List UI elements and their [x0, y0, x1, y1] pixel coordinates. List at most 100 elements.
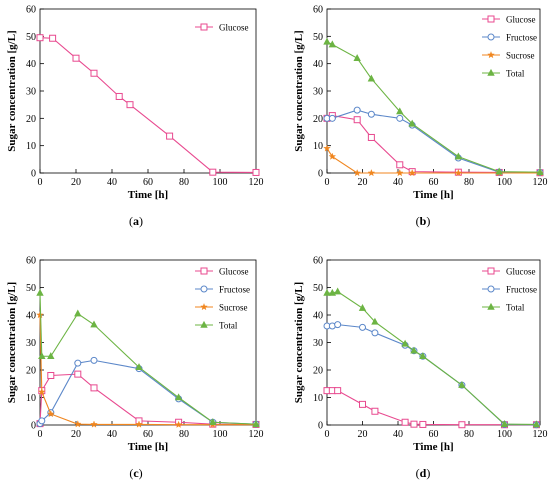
legend-label: Fructose	[506, 285, 537, 295]
data-point	[454, 152, 463, 160]
y-tick-label: 50	[313, 283, 323, 294]
x-tick-label: 40	[393, 177, 403, 188]
series-total	[36, 288, 260, 427]
legend-label: Total	[219, 321, 238, 331]
legend-label: Glucose	[506, 267, 536, 277]
chart-panel-3: 0 10 20 30 40 50 60 0 20 40 60 80 100 120 Time [h] Suga…	[6, 256, 264, 481]
x-tick-label: 100	[213, 177, 228, 188]
x-tick-label: 20	[358, 429, 368, 440]
legend-label: Total	[506, 303, 525, 313]
data-point	[359, 400, 366, 408]
y-axis-label: Sugar concentration [g/L]	[293, 30, 305, 151]
series-fructose	[323, 321, 540, 429]
legend-label: Fructose	[506, 33, 537, 43]
data-point	[209, 168, 217, 176]
legend-marker	[200, 320, 208, 328]
legend-label: Glucose	[506, 15, 536, 25]
x-tick-label: 0	[325, 177, 330, 188]
y-tick-label: 0	[318, 169, 323, 180]
data-point	[458, 421, 466, 429]
x-tick-label: 100	[213, 429, 228, 440]
legend-marker	[200, 285, 208, 293]
x-tick-label: 0	[38, 429, 43, 440]
legend-label: Fructose	[219, 285, 250, 295]
data-point	[367, 110, 375, 118]
y-tick-label: 0	[31, 421, 36, 432]
data-point	[38, 352, 46, 360]
legend-label: Glucose	[219, 23, 249, 33]
x-tick-label: 40	[393, 429, 403, 440]
data-point	[90, 356, 98, 364]
y-tick-label: 10	[26, 141, 36, 152]
series-line	[39, 292, 257, 425]
y-tick-label: 50	[26, 283, 36, 294]
y-tick-label: 60	[26, 256, 36, 267]
y-tick-label: 10	[26, 393, 36, 404]
data-point	[333, 287, 342, 295]
x-axis-label: Time [h]	[128, 189, 168, 201]
data-point	[408, 119, 416, 127]
x-tick-label: 20	[71, 177, 81, 188]
data-point	[495, 167, 503, 175]
legend-label: Glucose	[219, 267, 249, 277]
data-point	[532, 420, 541, 428]
data-point	[396, 114, 404, 122]
series-fructose	[36, 356, 260, 428]
series-total	[323, 287, 541, 428]
data-point	[174, 420, 183, 428]
x-tick-label: 120	[249, 429, 264, 440]
y-tick-label: 20	[313, 366, 323, 377]
y-axis-label: Sugar concentration [g/L]	[6, 30, 18, 151]
x-tick-label: 0	[325, 429, 330, 440]
data-point	[371, 407, 379, 415]
y-tick-label: 40	[313, 311, 323, 322]
panel-label: (c)	[129, 466, 142, 480]
data-point	[500, 420, 509, 427]
data-point	[323, 37, 331, 45]
data-point	[396, 161, 404, 169]
legend-marker	[487, 68, 495, 76]
y-tick-label: 20	[313, 114, 323, 125]
data-point	[90, 69, 98, 77]
data-point	[72, 54, 80, 62]
y-axis-label: Sugar concentration [g/L]	[293, 282, 305, 403]
legend-marker	[487, 51, 495, 59]
x-axis-label: Time [h]	[413, 441, 453, 453]
data-point	[353, 116, 361, 124]
panel-label: (a)	[129, 214, 143, 228]
y-tick-label: 30	[26, 338, 36, 349]
data-point	[328, 114, 336, 122]
data-point	[209, 418, 217, 426]
data-point	[359, 323, 366, 331]
y-tick-label: 60	[313, 256, 323, 267]
series-line	[327, 324, 537, 426]
data-point	[328, 152, 337, 160]
data-point	[401, 339, 409, 347]
data-point	[166, 132, 174, 140]
series-glucose	[323, 387, 540, 429]
x-tick-label: 40	[107, 429, 117, 440]
data-point	[536, 168, 544, 175]
data-point	[454, 169, 463, 177]
x-tick-label: 100	[497, 429, 512, 440]
legend-marker	[200, 303, 208, 311]
y-tick-label: 30	[313, 338, 323, 349]
data-point	[38, 388, 46, 396]
data-point	[36, 34, 44, 42]
data-point	[135, 420, 143, 428]
series-line	[327, 390, 537, 426]
legend: Glucose Fructose Sucrose Total	[482, 15, 537, 79]
data-point	[353, 54, 361, 62]
x-tick-label: 20	[71, 429, 81, 440]
x-tick-label: 120	[533, 177, 548, 188]
y-tick-label: 50	[26, 32, 36, 43]
x-tick-label: 0	[38, 177, 43, 188]
data-point	[90, 420, 98, 428]
y-tick-label: 30	[26, 87, 36, 98]
plot-frame	[39, 8, 257, 174]
x-tick-label: 120	[249, 177, 264, 188]
series-line	[326, 41, 541, 173]
data-point	[358, 303, 367, 311]
data-point	[90, 320, 98, 328]
data-point	[328, 40, 337, 48]
